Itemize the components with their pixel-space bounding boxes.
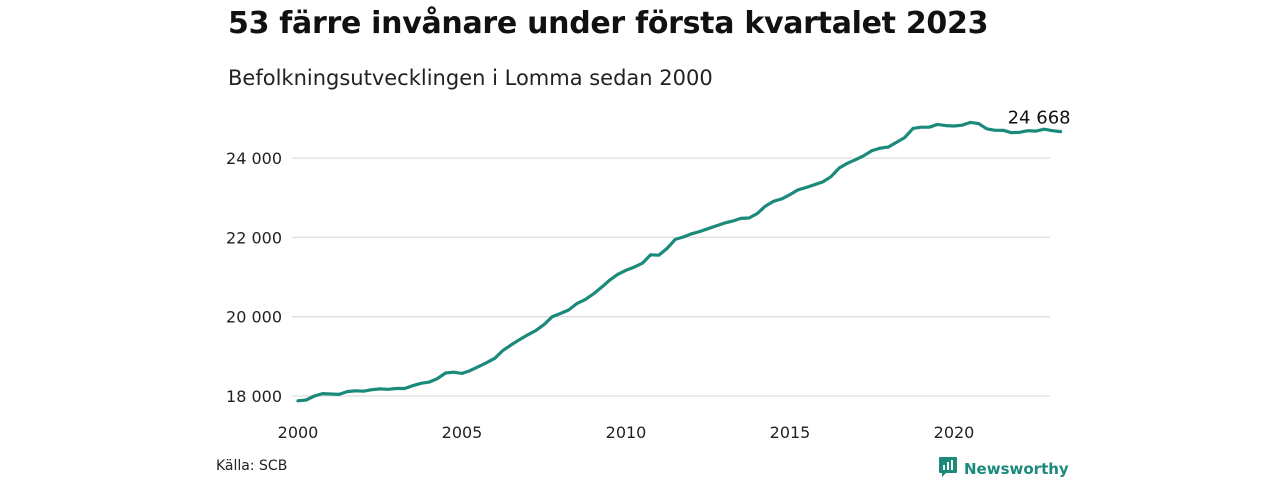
y-tick-labels: 18 000 20 000 22 000 24 000 — [226, 149, 282, 406]
series-group — [296, 120, 1063, 403]
population-line — [296, 120, 1063, 403]
y-tick-label: 18 000 — [226, 387, 282, 406]
x-tick-label: 2000 — [278, 423, 319, 442]
y-tick-label: 20 000 — [226, 308, 282, 327]
x-tick-labels: 2000 2005 2010 2015 2020 — [278, 423, 975, 442]
x-tick-label: 2010 — [606, 423, 647, 442]
end-label-group: 24 668 — [1008, 108, 1071, 129]
chart-subtitle: Befolkningsutvecklingen i Lomma sedan 20… — [228, 66, 713, 90]
chart-title: 53 färre invånare under första kvartalet… — [228, 6, 989, 41]
source-note: Källa: SCB — [216, 458, 288, 474]
y-tick-label: 22 000 — [226, 228, 282, 247]
x-tick-label: 2020 — [934, 423, 975, 442]
newsworthy-logo-icon — [938, 456, 958, 482]
x-tick-label: 2015 — [770, 423, 811, 442]
end-value-label: 24 668 — [1008, 108, 1071, 129]
gridlines — [292, 157, 1050, 397]
y-tick-label: 24 000 — [226, 149, 282, 168]
brand-name: Newsworthy — [964, 460, 1069, 478]
brand-logo[interactable]: Newsworthy — [938, 456, 1069, 482]
x-tick-label: 2005 — [442, 423, 483, 442]
